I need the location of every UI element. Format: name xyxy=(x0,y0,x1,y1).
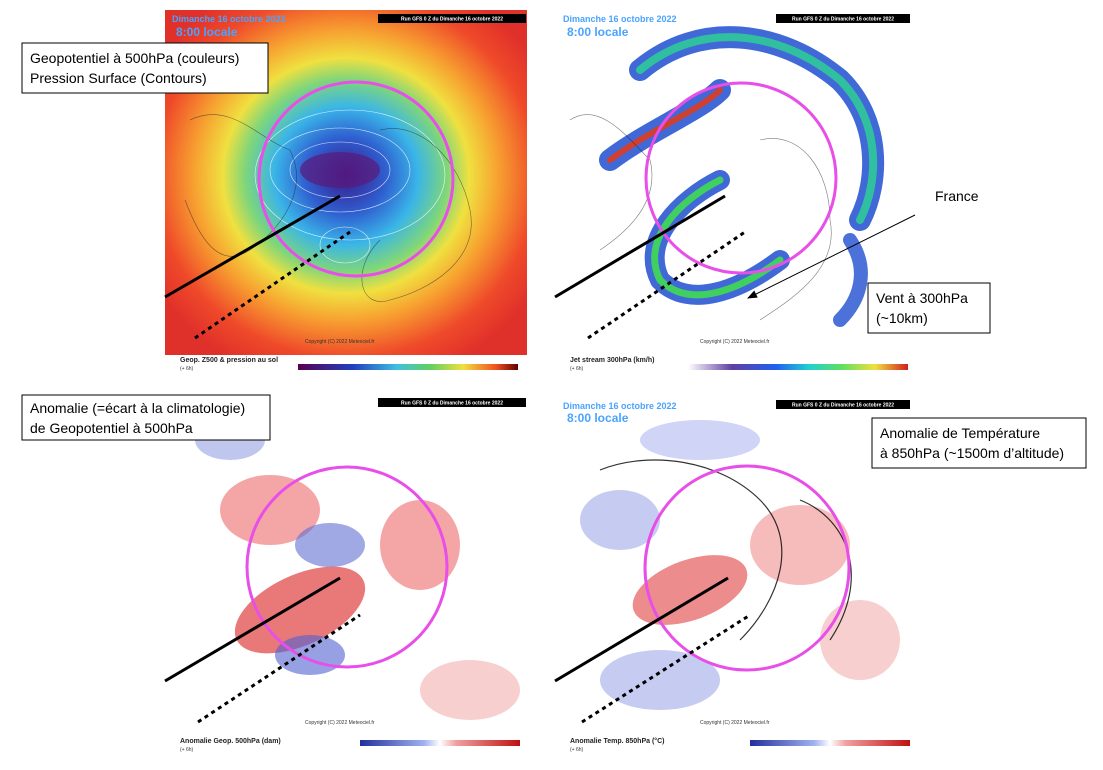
axis-line xyxy=(164,194,341,299)
run-banner xyxy=(776,400,910,409)
arrow xyxy=(747,214,916,299)
map-panel: Run GFS 0 Z du Dimanche 16 octobre 2022 … xyxy=(553,10,979,372)
caption: Jet stream 300hPa (km/h) xyxy=(570,357,654,364)
caption: Anomalie Geop. 500hPa (dam) xyxy=(180,738,281,745)
run-banner xyxy=(378,398,526,407)
run-label: Run GFS 0 Z du Dimanche 16 octobre 2022 xyxy=(401,401,503,407)
contours xyxy=(254,109,446,264)
step: (+ 6h) xyxy=(570,366,584,372)
highlight-circle xyxy=(245,465,449,669)
run-label: Run GFS 0 Z du Dimanche 16 octobre 2022 xyxy=(792,403,894,409)
date-label: Dimanche 16 octobre 2022 xyxy=(563,14,677,24)
colorbar xyxy=(298,364,518,370)
run-label: Run GFS 0 Z du Dimanche 16 octobre 2022 xyxy=(401,17,503,23)
annotation: Anomalie (=écart à la climatologie) de G… xyxy=(21,394,271,441)
annotation-line: Pression Surface (Contours) xyxy=(30,70,207,86)
step: (+ 6h) xyxy=(180,747,194,753)
annotation-line: Anomalie de Température xyxy=(880,425,1040,441)
annotation: Anomalie de Température à 850hPa (~1500m… xyxy=(871,417,1087,469)
dotted-line xyxy=(581,613,751,724)
date-label: Dimanche 16 octobre 2022 xyxy=(172,14,286,24)
anomalies xyxy=(580,420,900,710)
coastlines xyxy=(569,114,832,321)
colorbar xyxy=(750,740,910,746)
date-label: Dimanche 16 octobre 2022 xyxy=(563,401,677,411)
step: (+ 6h) xyxy=(570,747,584,753)
highlight-circle xyxy=(644,81,838,275)
annotation-line: de Geopotentiel à 500hPa xyxy=(30,420,193,436)
caption: Anomalie Temp. 850hPa (°C) xyxy=(570,737,664,745)
run-banner xyxy=(776,14,910,23)
map-panel: Run GFS 0 Z du Dimanche 16 octobre 2022 … xyxy=(164,395,527,753)
colorbar xyxy=(360,740,520,746)
annotation-line: Anomalie (=écart à la climatologie) xyxy=(30,400,245,416)
france-label: France xyxy=(935,188,979,204)
annotation-line: (~10km) xyxy=(876,310,928,326)
time-label: 8:00 locale xyxy=(567,25,629,39)
jet-stream xyxy=(599,26,885,327)
copyright: Copyright (C) 2022 Meteociel.fr xyxy=(305,339,375,345)
highlight-circle xyxy=(257,80,455,278)
caption: Geop. Z500 & pression au sol xyxy=(180,357,278,364)
low-pressure xyxy=(300,152,380,188)
map-panel: Run GFS 0 Z du Dimanche 16 octobre 2022 … xyxy=(553,395,912,753)
annotation: Vent à 300hPa (~10km) xyxy=(867,282,991,334)
copyright: Copyright (C) 2022 Meteociel.fr xyxy=(700,339,770,345)
dotted-line xyxy=(197,613,361,724)
colorbar xyxy=(688,364,908,370)
axis-line xyxy=(554,194,726,299)
run-banner xyxy=(378,14,526,23)
annotation-line: à 850hPa (~1500m d’altitude) xyxy=(880,445,1064,461)
run-label: Run GFS 0 Z du Dimanche 16 octobre 2022 xyxy=(792,17,894,23)
coastlines xyxy=(184,114,472,302)
annotation: Geopotentiel à 500hPa (couleurs) Pressio… xyxy=(21,42,269,94)
step: (+ 6h) xyxy=(180,366,194,372)
axis-line xyxy=(554,576,729,683)
axis-line xyxy=(164,576,341,683)
copyright: Copyright (C) 2022 Meteociel.fr xyxy=(305,720,375,726)
time-label: 8:00 locale xyxy=(176,25,238,39)
annotation-line: Geopotentiel à 500hPa (couleurs) xyxy=(30,50,239,66)
highlight-circle xyxy=(643,464,851,672)
time-label: 8:00 locale xyxy=(567,411,629,425)
annotation-line: Vent à 300hPa xyxy=(876,290,968,306)
copyright: Copyright (C) 2022 Meteociel.fr xyxy=(700,720,770,726)
